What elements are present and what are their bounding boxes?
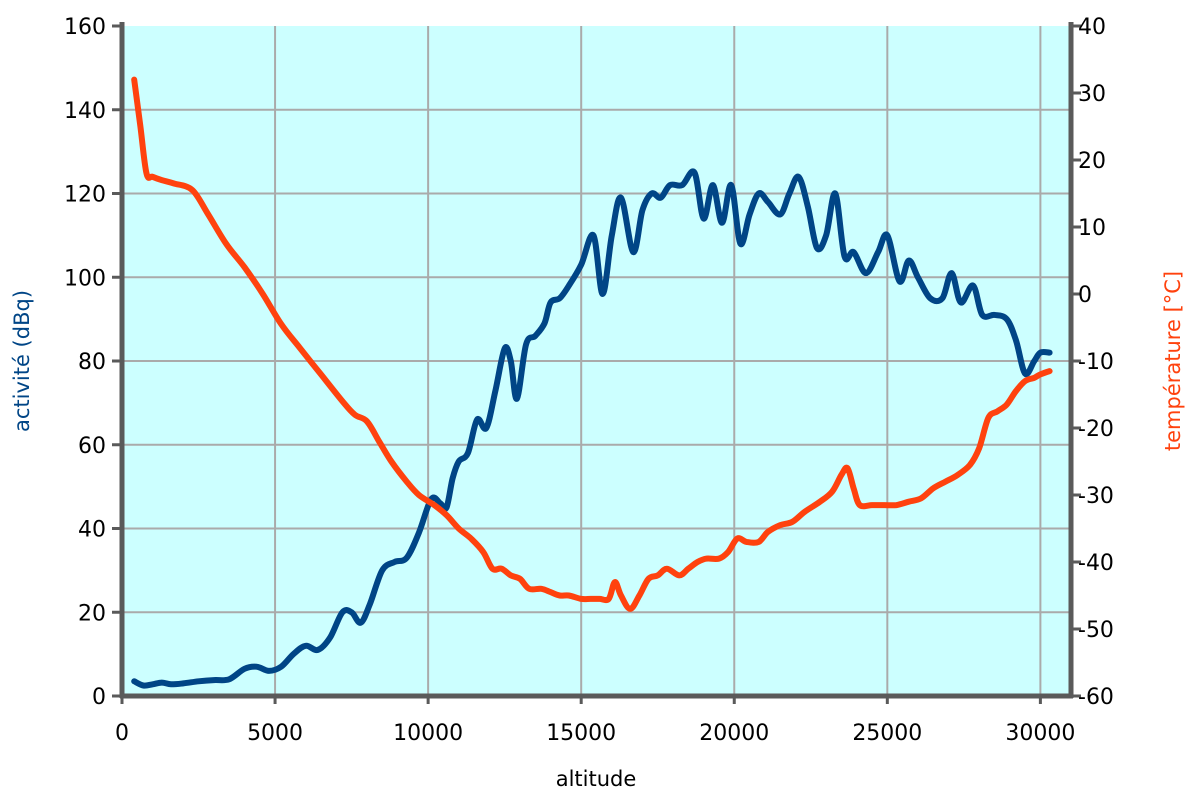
y-tick-label-right: 20 <box>1078 149 1106 174</box>
x-tick-label: 5000 <box>247 721 303 746</box>
y-tick-label-left: 100 <box>64 266 106 291</box>
y-tick-label-right: 10 <box>1078 216 1106 241</box>
y-tick-label-right: -50 <box>1078 618 1114 643</box>
x-tick-label: 10000 <box>393 721 463 746</box>
y-tick-label-right: -30 <box>1078 484 1114 509</box>
y-tick-label-right: 40 <box>1078 15 1106 40</box>
y-tick-label-right: 0 <box>1078 283 1092 308</box>
y-tick-label-right: -40 <box>1078 551 1114 576</box>
y-tick-label-left: 40 <box>78 518 106 543</box>
y-tick-label-left: 140 <box>64 99 106 124</box>
y-tick-label-right: -60 <box>1078 685 1114 710</box>
y-tick-label-left: 60 <box>78 434 106 459</box>
temperature-series-line <box>131 76 1053 612</box>
axes <box>112 22 1081 704</box>
x-tick-label: 30000 <box>1005 721 1075 746</box>
x-tick-label: 25000 <box>852 721 922 746</box>
y-tick-label-left: 160 <box>64 15 106 40</box>
y-tick-label-left: 80 <box>78 350 106 375</box>
series-layer <box>131 76 1053 689</box>
y-tick-label-left: 120 <box>64 183 106 208</box>
x-tick-label: 20000 <box>699 721 769 746</box>
y-tick-label-left: 20 <box>78 601 106 626</box>
y-tick-label-right: -10 <box>1078 350 1114 375</box>
x-tick-label: 15000 <box>546 721 616 746</box>
y-axis-title-left: activité (dBq) <box>10 290 34 432</box>
tick-labels: 0 5000 10000 15000 20000 25000 30000 0 20 40 60 80 1… <box>64 15 1114 746</box>
y-tick-label-left: 0 <box>92 685 106 710</box>
activity-series-line <box>131 168 1053 689</box>
y-axis-title-right: température [°C] <box>1161 271 1185 451</box>
x-axis-title: altitude <box>556 767 637 790</box>
y-tick-label-right: 30 <box>1078 82 1106 107</box>
y-tick-label-right: -20 <box>1078 417 1114 442</box>
x-tick-label: 0 <box>115 721 129 746</box>
